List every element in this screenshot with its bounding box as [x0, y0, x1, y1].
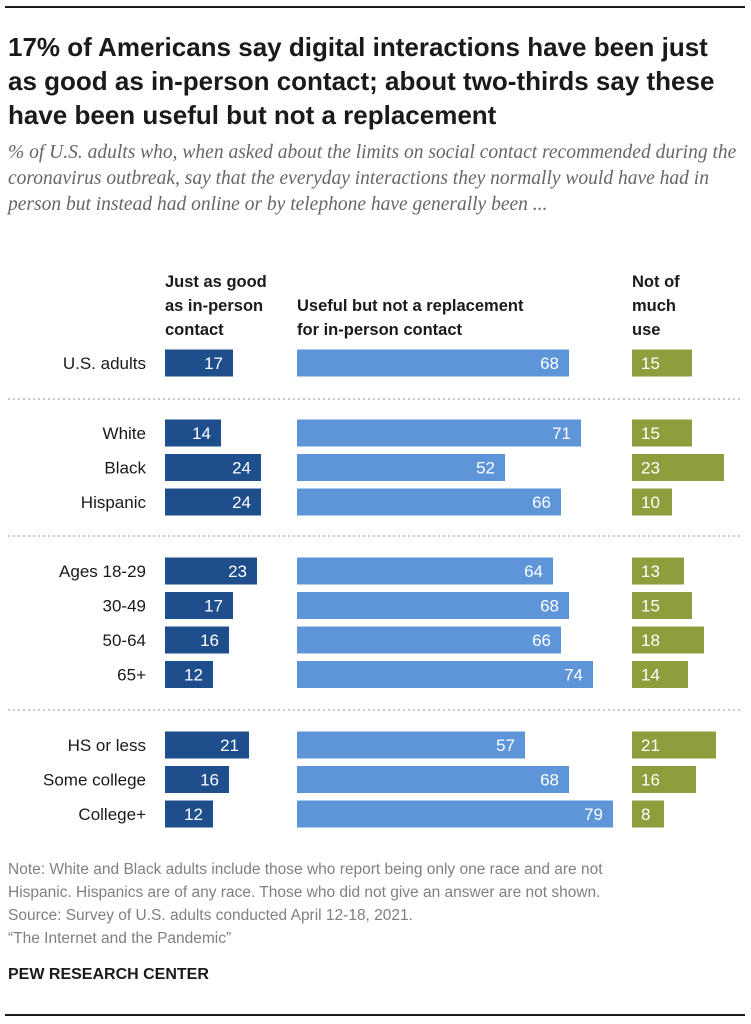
- data-label-useful: 79: [584, 805, 603, 824]
- bar-not-of-much-use: [632, 488, 672, 516]
- bar-just-as-good: [165, 454, 261, 481]
- bar-useful: [297, 626, 561, 654]
- row-label: White: [103, 424, 146, 443]
- bar-useful: [297, 766, 569, 793]
- column-header-useful: Useful but not a replacement for in-pers…: [297, 297, 524, 339]
- row-label: Hispanic: [81, 493, 147, 512]
- bar-just-as-good: [165, 800, 213, 828]
- bar-useful: [297, 488, 561, 516]
- data-label-just-as-good: 21: [220, 736, 239, 755]
- chart-title: 17% of Americans say digital interaction…: [8, 32, 715, 130]
- data-label-just-as-good: 24: [232, 493, 251, 512]
- bar-not-of-much-use: [632, 592, 692, 619]
- column-header-not-of-much-use: Not of much use: [632, 273, 680, 339]
- row-label: Some college: [43, 771, 146, 790]
- bar-useful: [297, 349, 569, 377]
- data-label-useful: 68: [540, 771, 559, 790]
- data-label-just-as-good: 17: [204, 354, 223, 373]
- bar-not-of-much-use: [632, 731, 716, 759]
- data-label-useful: 66: [532, 493, 551, 512]
- bottom-rule: [5, 1014, 745, 1016]
- data-label-useful: 64: [524, 562, 543, 581]
- bar-just-as-good: [165, 419, 221, 447]
- data-label-not-of-much-use: 18: [641, 631, 660, 650]
- bar-useful: [297, 419, 581, 447]
- bar-just-as-good: [165, 592, 233, 619]
- data-label-just-as-good: 12: [184, 805, 203, 824]
- bar-not-of-much-use: [632, 454, 724, 481]
- data-label-not-of-much-use: 13: [641, 562, 660, 581]
- chart-subtitle: % of U.S. adults who, when asked about t…: [8, 142, 737, 215]
- bar-not-of-much-use: [632, 419, 692, 447]
- data-label-just-as-good: 17: [204, 597, 223, 616]
- data-label-useful: 71: [552, 424, 571, 443]
- bar-useful: [297, 592, 569, 619]
- data-label-useful: 68: [540, 597, 559, 616]
- bar-just-as-good: [165, 626, 229, 654]
- bar-useful: [297, 731, 525, 759]
- row-label: 65+: [117, 666, 146, 685]
- data-label-not-of-much-use: 16: [641, 771, 660, 790]
- row-label: U.S. adults: [63, 354, 146, 373]
- bar-not-of-much-use: [632, 349, 692, 377]
- column-header-just-as-good: Just as good as in-person contact: [165, 273, 267, 339]
- data-label-just-as-good: 24: [232, 459, 251, 478]
- bar-not-of-much-use: [632, 766, 696, 793]
- bar-just-as-good: [165, 731, 249, 759]
- data-label-not-of-much-use: 15: [641, 597, 660, 616]
- bar-not-of-much-use: [632, 626, 704, 654]
- data-label-just-as-good: 14: [192, 424, 211, 443]
- row-label: 30-49: [103, 597, 146, 616]
- data-label-useful: 68: [540, 354, 559, 373]
- row-label: College+: [78, 805, 146, 824]
- bar-just-as-good: [165, 488, 261, 516]
- bar-useful: [297, 557, 553, 585]
- data-label-not-of-much-use: 10: [641, 493, 660, 512]
- bar-just-as-good: [165, 349, 233, 377]
- data-label-useful: 52: [476, 459, 495, 478]
- data-label-just-as-good: 12: [184, 666, 203, 685]
- data-label-not-of-much-use: 8: [641, 805, 650, 824]
- chart-note: Note: White and Black adults include tho…: [8, 861, 603, 947]
- source-credit: PEW RESEARCH CENTER: [8, 966, 209, 983]
- row-label: Black: [104, 459, 146, 478]
- data-label-just-as-good: 16: [200, 771, 219, 790]
- data-label-useful: 74: [564, 666, 583, 685]
- bar-just-as-good: [165, 661, 213, 688]
- data-label-not-of-much-use: 23: [641, 459, 660, 478]
- bar-useful: [297, 454, 505, 481]
- data-label-not-of-much-use: 14: [641, 666, 660, 685]
- data-label-useful: 66: [532, 631, 551, 650]
- data-label-just-as-good: 16: [200, 631, 219, 650]
- bar-not-of-much-use: [632, 661, 688, 688]
- data-label-useful: 57: [496, 736, 515, 755]
- bar-just-as-good: [165, 766, 229, 793]
- bar-not-of-much-use: [632, 557, 684, 585]
- row-label: HS or less: [68, 736, 146, 755]
- bar-not-of-much-use: [632, 800, 664, 828]
- data-label-not-of-much-use: 15: [641, 424, 660, 443]
- row-label: 50-64: [103, 631, 146, 650]
- bar-useful: [297, 800, 613, 828]
- top-rule: [5, 6, 745, 8]
- data-label-not-of-much-use: 15: [641, 354, 660, 373]
- row-label: Ages 18-29: [59, 562, 146, 581]
- data-label-not-of-much-use: 21: [641, 736, 660, 755]
- bar-just-as-good: [165, 557, 257, 585]
- data-label-just-as-good: 23: [228, 562, 247, 581]
- bar-useful: [297, 661, 593, 688]
